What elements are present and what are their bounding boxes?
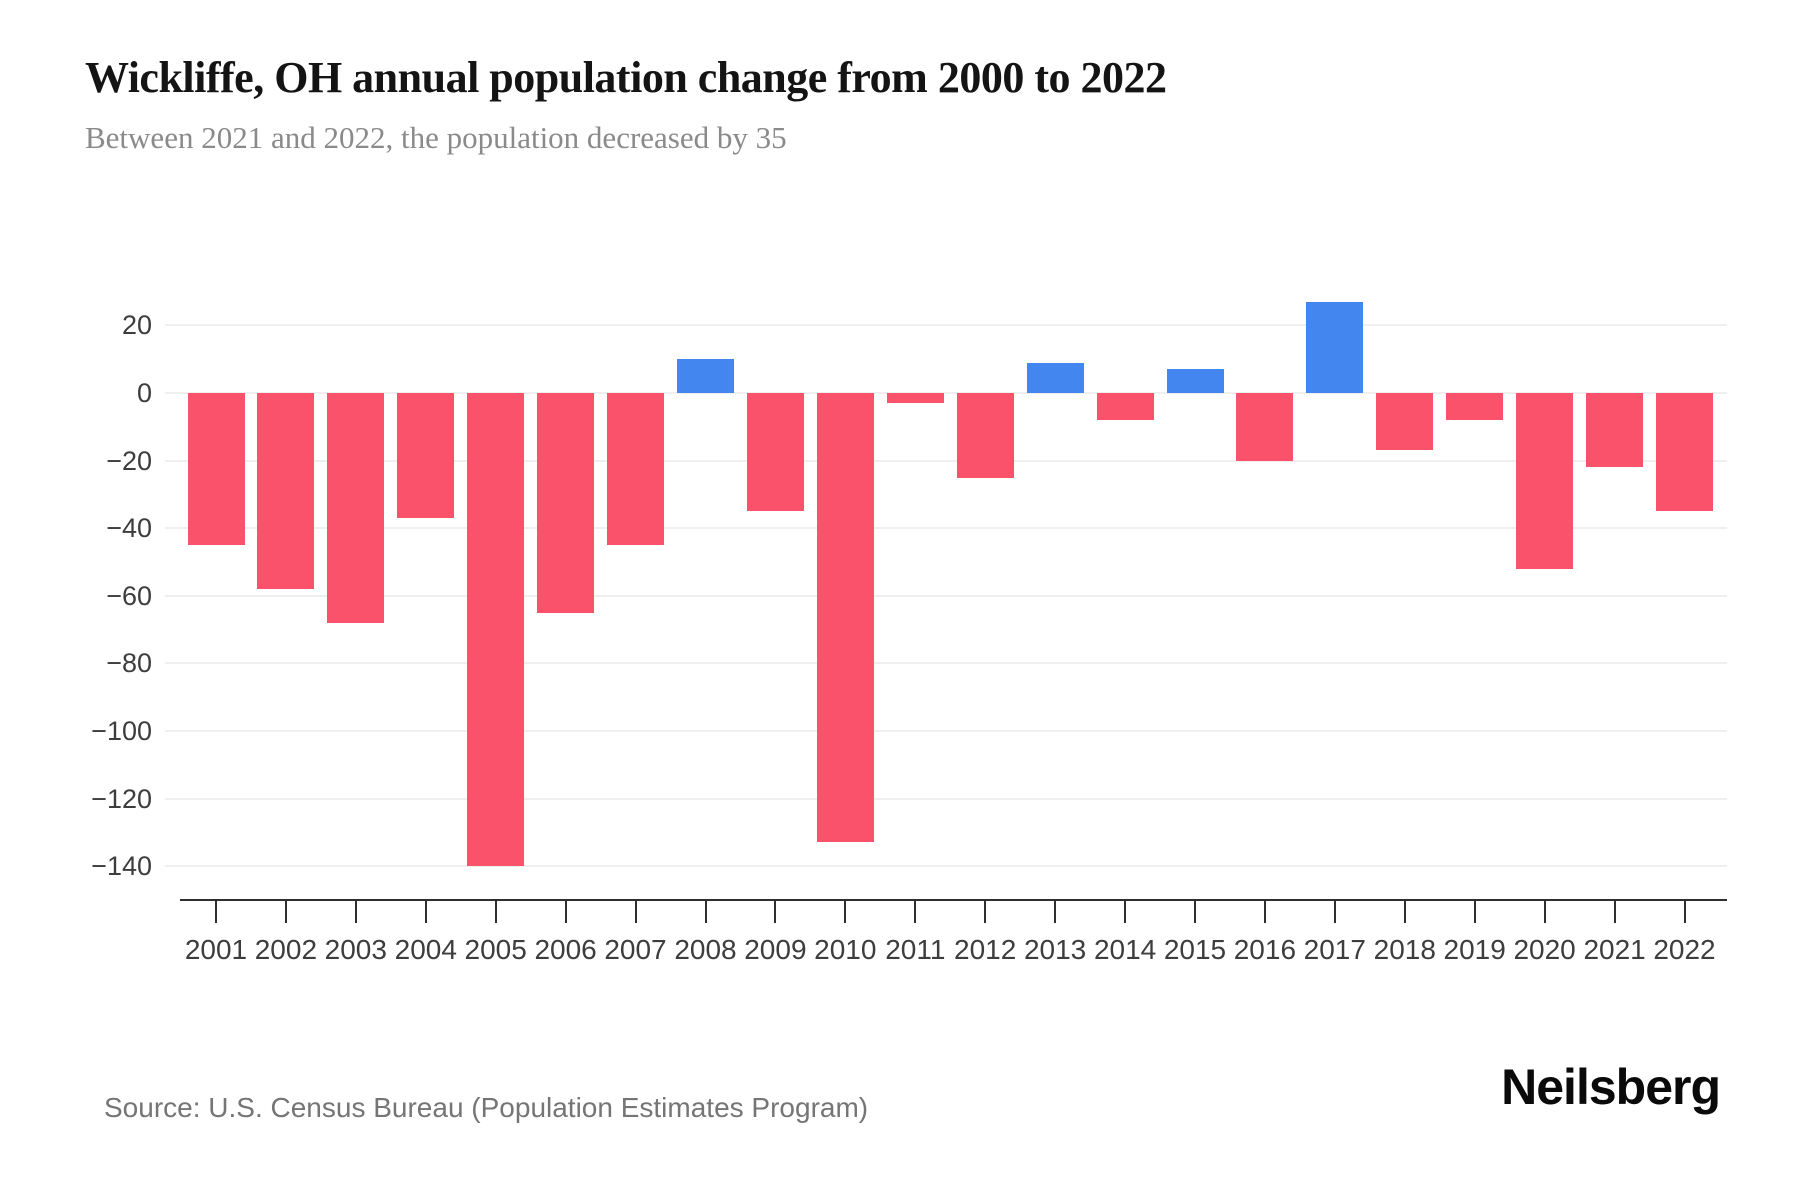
x-tick-2009	[774, 901, 777, 923]
x-tick-label-2016: 2016	[1233, 934, 1297, 965]
y-tick-label--80: −80	[106, 648, 152, 679]
bar-2010	[816, 393, 874, 843]
x-tick-label-2004: 2004	[394, 934, 457, 965]
x-tick-2017	[1333, 901, 1336, 923]
x-tick-2001	[215, 901, 217, 923]
x-tick-2022	[1683, 901, 1686, 923]
x-tick-label-2022: 2022	[1653, 934, 1716, 965]
x-tick-2021	[1613, 901, 1616, 923]
x-tick-2002	[284, 901, 287, 923]
bar-2013	[1026, 362, 1084, 393]
x-tick-2007	[634, 901, 637, 923]
x-tick-label-2015: 2015	[1163, 934, 1227, 965]
bar-2021	[1586, 393, 1644, 468]
bar-2004	[397, 393, 455, 518]
bar-2006	[537, 393, 595, 613]
x-tick-label-2020: 2020	[1513, 934, 1576, 965]
x-tick-2004	[424, 901, 427, 923]
bar-2002	[257, 393, 315, 589]
x-tick-label-2010: 2010	[814, 934, 877, 965]
x-tick-2015	[1194, 901, 1196, 923]
chart-subtitle: Between 2021 and 2022, the population de…	[85, 120, 787, 155]
x-tick-label-2008: 2008	[674, 934, 737, 965]
x-tick-label-2007: 2007	[604, 934, 667, 965]
y-tick-label--60: −60	[106, 580, 152, 611]
x-tick-2013	[1054, 901, 1057, 923]
bar-2018	[1376, 393, 1434, 451]
bar-2008	[677, 359, 734, 393]
x-tick-label-2013: 2013	[1023, 934, 1087, 965]
gridline--120	[165, 797, 1727, 800]
x-tick-label-2003: 2003	[324, 934, 387, 965]
x-tick-2010	[844, 901, 847, 923]
x-tick-2011	[914, 901, 917, 923]
x-tick-2005	[494, 901, 497, 923]
x-tick-label-2018: 2018	[1373, 934, 1436, 965]
gridline--100	[165, 729, 1727, 732]
x-tick-2008	[704, 901, 707, 923]
y-tick-label--20: −20	[106, 445, 152, 476]
bar-2005	[467, 393, 525, 867]
x-tick-label-2019: 2019	[1443, 934, 1506, 965]
brand-logo: Neilsberg	[1501, 1059, 1721, 1115]
x-tick-label-2017: 2017	[1303, 934, 1366, 965]
bar-2016	[1236, 393, 1294, 461]
x-tick-2012	[984, 901, 987, 923]
bar-2019	[1446, 393, 1504, 420]
bar-2009	[746, 393, 804, 512]
y-tick-label-0: 0	[136, 378, 152, 408]
gridline-20	[165, 324, 1727, 327]
gridline--80	[165, 662, 1727, 665]
bar-2017	[1306, 301, 1364, 393]
x-tick-label-2005: 2005	[464, 934, 527, 965]
y-tick-label--140: −140	[91, 851, 152, 882]
x-tick-2016	[1263, 901, 1266, 923]
x-tick-label-2006: 2006	[534, 934, 597, 965]
chart-title: Wickliffe, OH annual population change f…	[85, 53, 1167, 102]
x-tick-2020	[1543, 901, 1546, 923]
bar-2007	[607, 393, 664, 546]
y-tick-label--120: −120	[91, 783, 152, 814]
x-tick-2014	[1124, 901, 1127, 923]
x-tick-2003	[354, 901, 357, 923]
y-tick-label-20: 20	[121, 310, 152, 341]
bar-2022	[1656, 393, 1713, 512]
x-tick-2006	[564, 901, 567, 923]
y-tick-label--100: −100	[91, 715, 152, 746]
x-tick-2019	[1473, 901, 1476, 923]
x-tick-label-2012: 2012	[954, 934, 1017, 965]
source-note: Source: U.S. Census Bureau (Population E…	[104, 1092, 869, 1123]
x-tick-label-2001: 2001	[184, 934, 248, 965]
gridline-0	[165, 392, 1727, 394]
gridline--40	[165, 527, 1727, 530]
gridline--20	[165, 459, 1727, 462]
y-tick-label--40: −40	[106, 513, 152, 544]
x-tick-label-2002: 2002	[254, 934, 318, 965]
bar-2003	[327, 393, 385, 623]
gridline--140	[165, 865, 1727, 868]
bar-2020	[1516, 393, 1574, 569]
x-tick-label-2009: 2009	[744, 934, 807, 965]
bar-2014	[1096, 393, 1154, 420]
x-axis-line	[180, 899, 1727, 901]
x-tick-2018	[1403, 901, 1406, 923]
bar-2001	[187, 393, 245, 546]
x-tick-label-2014: 2014	[1093, 934, 1157, 965]
bar-2015	[1166, 369, 1224, 393]
gridline--60	[165, 594, 1727, 597]
x-tick-label-2011: 2011	[885, 934, 946, 965]
x-tick-label-2021: 2021	[1583, 934, 1646, 965]
bar-2011	[886, 393, 944, 404]
bar-2012	[956, 393, 1014, 478]
